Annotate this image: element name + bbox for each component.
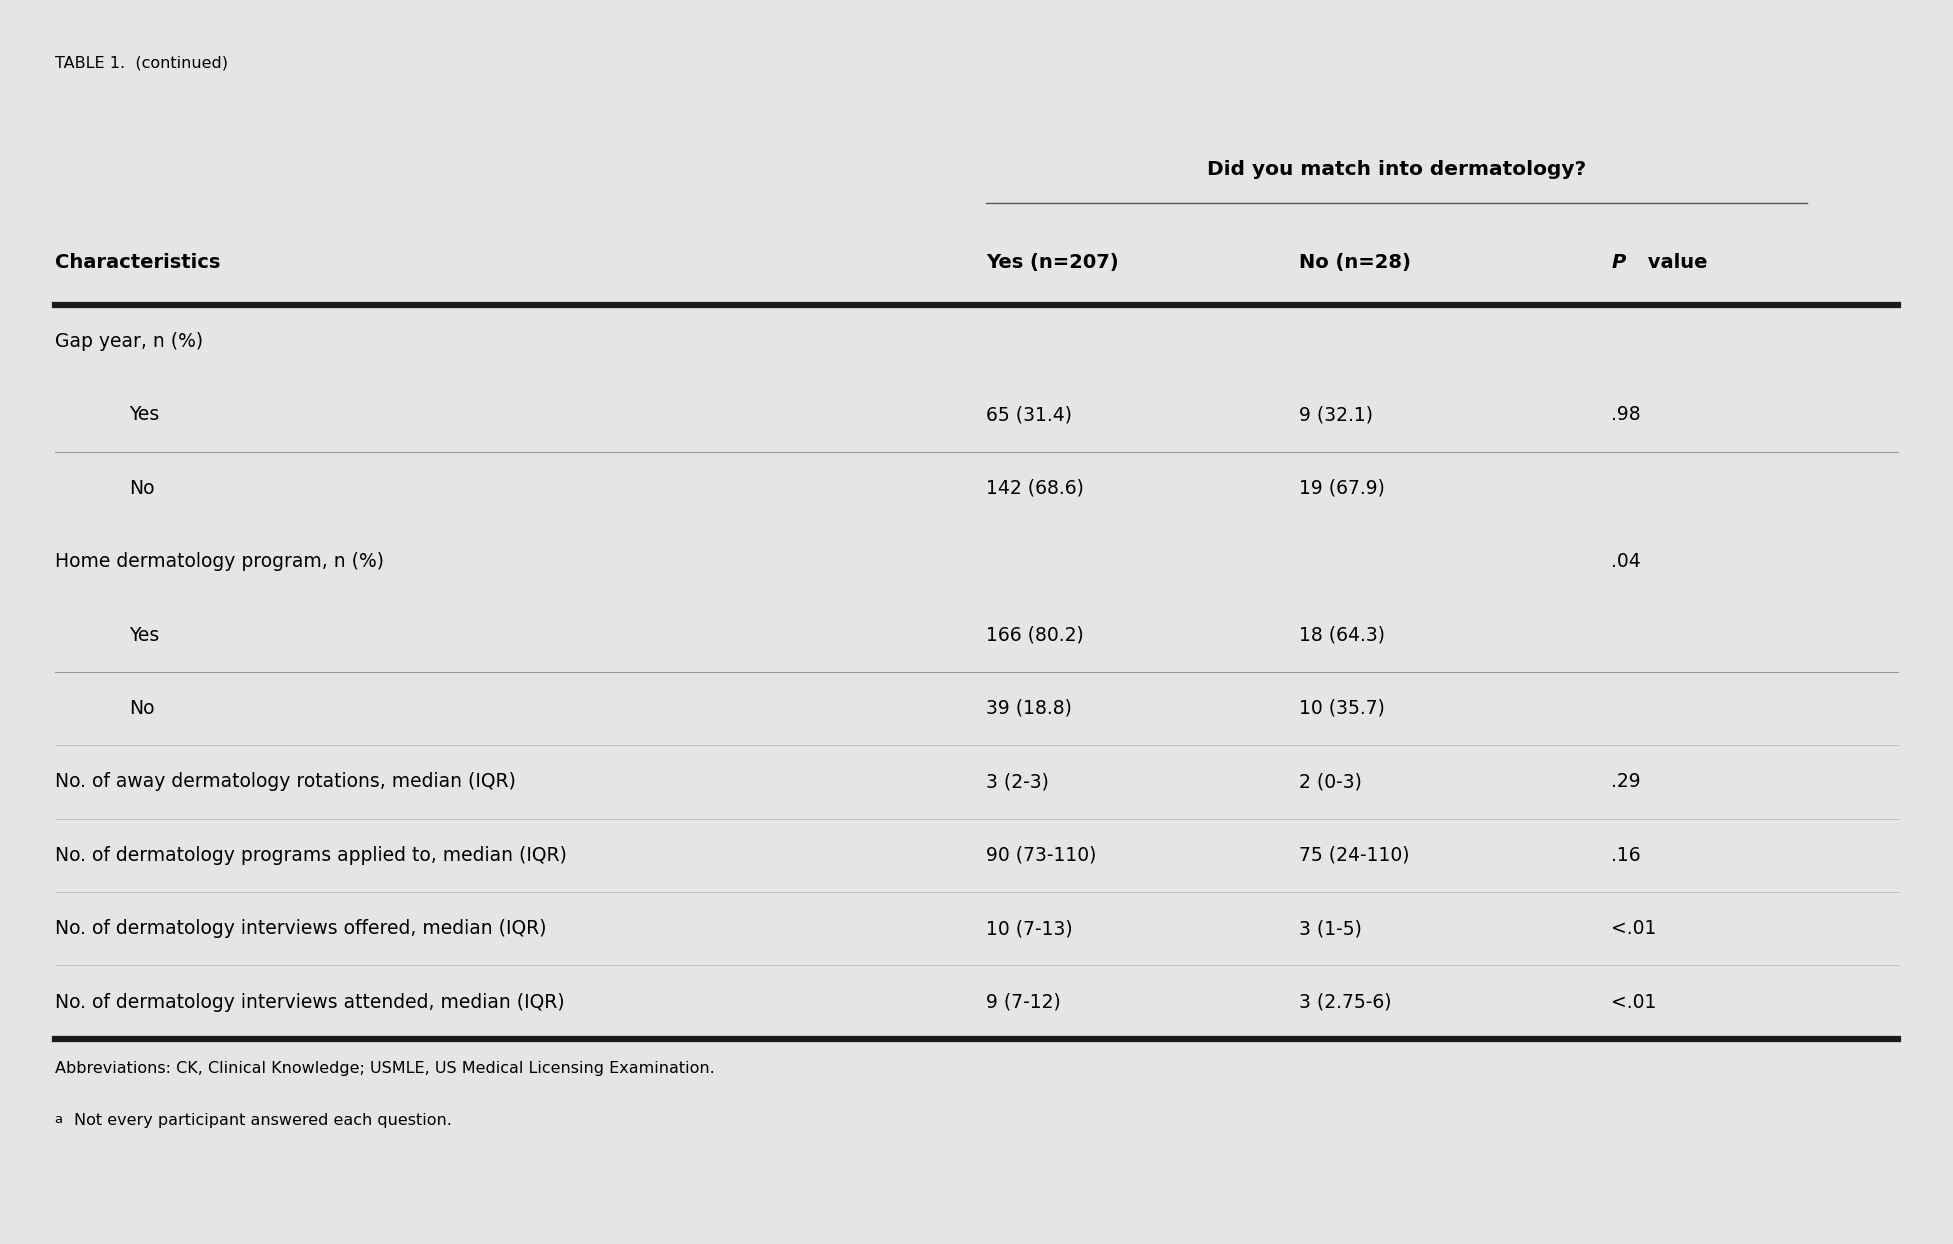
Text: No. of dermatology interviews attended, median (IQR): No. of dermatology interviews attended, … <box>55 993 564 1011</box>
Text: <.01: <.01 <box>1611 993 1656 1011</box>
Text: Yes (n=207): Yes (n=207) <box>986 254 1119 272</box>
Text: 9 (32.1): 9 (32.1) <box>1299 406 1373 424</box>
Text: Gap year, n (%): Gap year, n (%) <box>55 332 203 351</box>
Text: No (n=28): No (n=28) <box>1299 254 1410 272</box>
Text: 75 (24-110): 75 (24-110) <box>1299 846 1410 865</box>
Text: Yes: Yes <box>129 406 158 424</box>
Text: No. of dermatology programs applied to, median (IQR): No. of dermatology programs applied to, … <box>55 846 566 865</box>
Text: 90 (73-110): 90 (73-110) <box>986 846 1098 865</box>
Text: Did you match into dermatology?: Did you match into dermatology? <box>1207 160 1586 179</box>
Text: .04: .04 <box>1611 552 1641 571</box>
Text: No. of dermatology interviews offered, median (IQR): No. of dermatology interviews offered, m… <box>55 919 547 938</box>
Text: 3 (2-3): 3 (2-3) <box>986 773 1049 791</box>
Text: 19 (67.9): 19 (67.9) <box>1299 479 1385 498</box>
Text: .16: .16 <box>1611 846 1641 865</box>
Text: 166 (80.2): 166 (80.2) <box>986 626 1084 644</box>
Text: <.01: <.01 <box>1611 919 1656 938</box>
Text: Home dermatology program, n (%): Home dermatology program, n (%) <box>55 552 383 571</box>
Text: 65 (31.4): 65 (31.4) <box>986 406 1072 424</box>
Text: Abbreviations: CK, Clinical Knowledge; USMLE, US Medical Licensing Examination.: Abbreviations: CK, Clinical Knowledge; U… <box>55 1061 715 1076</box>
Text: 18 (64.3): 18 (64.3) <box>1299 626 1385 644</box>
Text: .98: .98 <box>1611 406 1641 424</box>
Text: 39 (18.8): 39 (18.8) <box>986 699 1072 718</box>
Text: No. of away dermatology rotations, median (IQR): No. of away dermatology rotations, media… <box>55 773 516 791</box>
Text: No: No <box>129 479 154 498</box>
Text: Yes: Yes <box>129 626 158 644</box>
Text: 2 (0-3): 2 (0-3) <box>1299 773 1361 791</box>
Text: TABLE 1.  (continued): TABLE 1. (continued) <box>55 56 229 71</box>
Text: 3 (2.75-6): 3 (2.75-6) <box>1299 993 1391 1011</box>
Text: 3 (1-5): 3 (1-5) <box>1299 919 1361 938</box>
Text: 10 (35.7): 10 (35.7) <box>1299 699 1385 718</box>
Text: Not every participant answered each question.: Not every participant answered each ques… <box>74 1113 451 1128</box>
Text: value: value <box>1641 254 1707 272</box>
Text: 9 (7-12): 9 (7-12) <box>986 993 1060 1011</box>
Text: P: P <box>1611 254 1625 272</box>
Text: .29: .29 <box>1611 773 1641 791</box>
Text: a: a <box>55 1113 62 1126</box>
Text: Characteristics: Characteristics <box>55 254 221 272</box>
Text: No: No <box>129 699 154 718</box>
Text: 142 (68.6): 142 (68.6) <box>986 479 1084 498</box>
Text: 10 (7-13): 10 (7-13) <box>986 919 1072 938</box>
